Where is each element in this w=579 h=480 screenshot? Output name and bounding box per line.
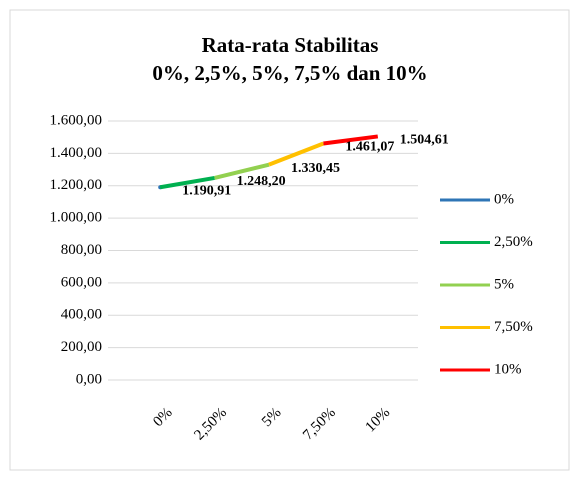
y-tick-label: 1.200,00 [50,177,103,193]
data-label: 1.248,20 [237,174,286,189]
y-tick-label: 600,00 [61,274,102,290]
legend-label: 7,50% [494,319,533,335]
series-line [214,162,270,180]
y-tick-label: 1.600,00 [50,112,103,128]
chart-border [9,9,570,471]
legend-label: 0% [494,191,514,207]
series-line [159,175,215,190]
y-tick-label: 200,00 [61,339,102,355]
y-tick-label: 400,00 [61,307,102,323]
y-tick-label: 1.400,00 [50,145,103,161]
chart-subtitle: 0%, 2,5%, 5%, 7,5% dan 10% [152,61,427,85]
legend-label: 5% [494,276,514,292]
data-label: 1.330,45 [291,161,340,176]
legend-label: 2,50% [494,234,533,250]
data-label: 1.504,61 [400,133,449,148]
y-tick-label: 0,00 [76,371,102,387]
legend-label: 10% [494,361,522,377]
y-tick-label: 1.000,00 [50,210,103,226]
series-line [268,141,325,167]
data-label: 1.461,07 [345,140,394,155]
chart-title: Rata-rata Stabilitas [202,33,379,57]
y-tick-label: 800,00 [61,242,102,258]
data-label: 1.190,91 [182,183,231,198]
series-line [323,134,379,146]
